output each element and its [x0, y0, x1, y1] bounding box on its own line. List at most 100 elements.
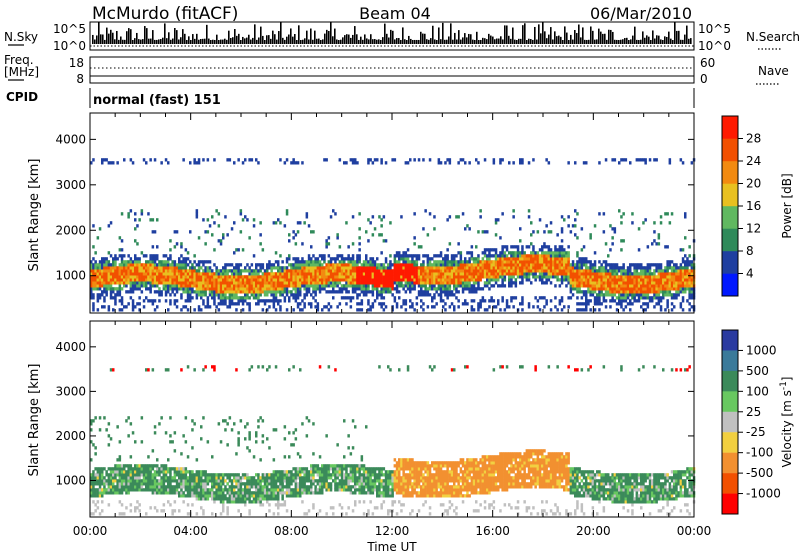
- data-cell: [349, 281, 353, 285]
- data-cell: [134, 218, 137, 222]
- data-cell: [347, 266, 350, 270]
- data-cell: [255, 302, 258, 306]
- data-cell: [118, 236, 122, 240]
- data-cell: [101, 284, 104, 288]
- data-cell: [560, 299, 564, 303]
- data-cell: [690, 281, 694, 285]
- data-cell: [195, 482, 199, 486]
- data-cell: [318, 290, 322, 294]
- noise-bar: [632, 35, 634, 44]
- data-cell: [105, 482, 108, 486]
- data-cell: [560, 308, 564, 312]
- data-cell: [620, 269, 623, 273]
- data-cell: [312, 278, 315, 282]
- data-cell: [690, 266, 694, 270]
- noise-bar: [636, 39, 638, 44]
- data-cell: [673, 272, 676, 276]
- data-cell: [552, 251, 555, 255]
- data-cell: [552, 263, 555, 267]
- data-cell: [296, 257, 300, 261]
- data-cell: [657, 269, 661, 273]
- noise-bar: [622, 39, 624, 44]
- data-cell: [147, 281, 150, 285]
- data-cell: [527, 269, 531, 273]
- data-cell: [299, 302, 302, 306]
- data-cell: [431, 287, 434, 291]
- data-cell: [448, 281, 452, 285]
- data-cell: [112, 266, 115, 270]
- data-cell: [164, 275, 168, 279]
- noise-bar: [640, 39, 642, 44]
- data-cell: [406, 287, 410, 291]
- data-cell: [252, 269, 256, 273]
- data-cell: [125, 476, 128, 480]
- data-cell: [263, 269, 267, 273]
- data-cell: [169, 293, 172, 297]
- data-cell: [653, 284, 656, 288]
- data-cell: [453, 284, 456, 288]
- data-cell: [169, 272, 172, 276]
- data-cell: [316, 284, 320, 288]
- data-cell: [666, 275, 669, 279]
- data-cell: [162, 485, 166, 489]
- data-cell: [101, 263, 104, 267]
- data-cell: [116, 479, 119, 483]
- data-cell: [116, 458, 119, 462]
- data-cell: [527, 245, 531, 249]
- noise-bar: [348, 34, 350, 44]
- data-cell: [299, 278, 302, 282]
- data-cell: [90, 476, 93, 480]
- data-cell: [228, 275, 232, 279]
- data-cell: [197, 260, 201, 264]
- data-cell: [642, 284, 645, 288]
- data-cell: [182, 494, 185, 498]
- data-cell: [384, 275, 388, 279]
- noise-bar: [498, 38, 500, 44]
- data-cell: [233, 302, 236, 306]
- data-cell: [296, 266, 300, 270]
- data-cell: [483, 251, 487, 255]
- data-cell: [334, 290, 337, 294]
- data-cell: [171, 272, 174, 276]
- data-cell: [629, 161, 632, 165]
- data-cell: [186, 281, 190, 285]
- noise-bar: [616, 39, 618, 44]
- data-cell: [103, 485, 106, 489]
- data-cell: [184, 263, 188, 267]
- data-cell: [134, 485, 137, 489]
- data-cell: [195, 269, 199, 273]
- data-cell: [637, 299, 641, 303]
- data-cell: [219, 473, 223, 477]
- data-cell: [332, 266, 335, 270]
- data-cell: [149, 473, 152, 477]
- data-cell: [101, 467, 104, 471]
- data-cell: [622, 239, 625, 243]
- data-cell: [184, 287, 188, 291]
- data-cell: [310, 260, 313, 264]
- data-cell: [116, 488, 119, 492]
- data-cell: [431, 305, 434, 309]
- noise-bar: [260, 26, 262, 44]
- noise-bar: [192, 34, 194, 44]
- data-cell: [426, 257, 430, 261]
- data-cell: [549, 269, 553, 273]
- data-cell: [646, 290, 650, 294]
- data-cell: [611, 266, 614, 270]
- colorbar-cell: [722, 116, 738, 139]
- data-cell: [371, 281, 375, 285]
- data-cell: [171, 485, 174, 489]
- data-cell: [578, 287, 581, 291]
- data-cell: [338, 272, 342, 276]
- data-cell: [125, 305, 128, 309]
- noise-bar: [388, 37, 390, 44]
- data-cell: [501, 248, 504, 252]
- data-cell: [510, 263, 513, 267]
- data-cell: [200, 479, 203, 483]
- data-cell: [103, 281, 106, 285]
- data-cell: [587, 302, 590, 306]
- data-cell: [367, 272, 370, 276]
- data-cell: [189, 299, 192, 303]
- data-cell: [237, 266, 240, 270]
- data-cell: [466, 287, 469, 291]
- data-cell: [646, 269, 650, 273]
